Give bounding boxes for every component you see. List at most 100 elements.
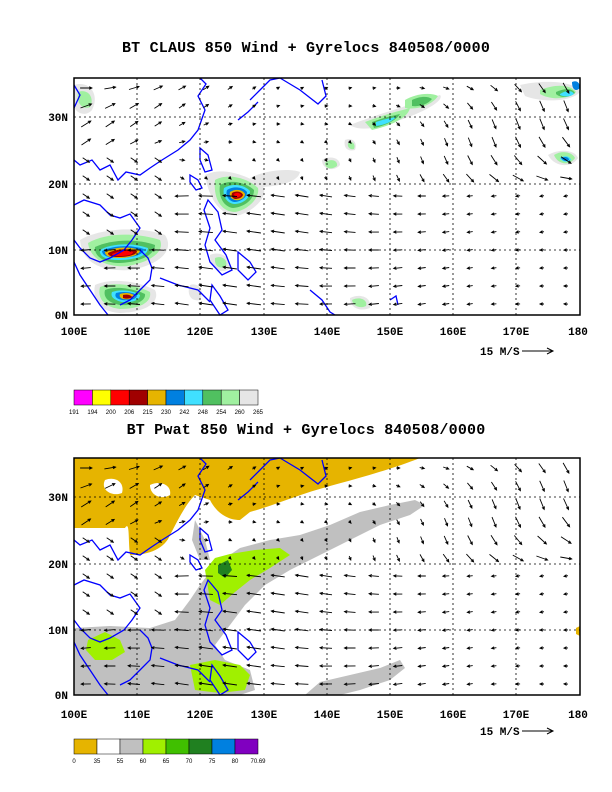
panel2-wind-arrow [228,538,233,542]
panel1-wind-arrow [130,175,139,181]
panel2-wind-arrow [104,483,116,489]
panel2-wind-arrow [490,682,497,686]
panel2-wind-arrow [246,681,261,686]
panel2-wind-arrow [441,682,450,686]
panel1-wind-arrow [514,248,521,252]
panel1-vector-scale-label: 15 M/S [480,347,520,359]
panel1-wind-arrow [246,229,261,234]
panel2-colorbar: 0 35 55 60 65 70 75 80 70.69 [72,738,266,765]
panel2-wind-arrow [174,663,189,668]
panel2-wind-arrow [106,591,115,597]
panel1-wind-arrow [368,194,379,198]
panel1-wind-arrow [392,212,403,216]
panel2-wind-arrow [372,502,377,506]
panel1-wind-arrow [539,100,545,113]
panel1-wind-arrow [466,212,473,216]
panel1-wind-arrow [348,104,353,108]
panel1-wind-arrow [203,103,210,108]
panel1-wind-arrow [392,284,403,288]
panel1-wind-arrow [491,101,498,111]
panel2-wind-arrow [343,573,356,578]
panel2-wind-arrow [514,646,521,650]
panel1-wind-arrow [441,194,450,198]
panel1-wind-arrow [514,230,521,234]
panel1-wind-arrow [129,120,139,127]
panel2-lat-label-10n: 10N [48,626,68,638]
panel2-wind-arrow [490,610,497,614]
panel1-wind-arrow [441,212,450,216]
panel1-wind-arrow [392,248,403,252]
panel2-wind-arrow [513,535,523,546]
panel1-wind-arrow [538,266,545,270]
panel2-wind-arrow [82,537,91,543]
panel1-wind-arrow [560,176,573,181]
panel1-wind-arrow [490,194,497,198]
panel1-wind-arrow [178,85,187,91]
panel1-wind-arrow [441,302,450,306]
panel2-wind-arrow [536,555,549,561]
panel1-wind-arrow [392,194,403,198]
panel2-wind-arrow [198,574,213,578]
panel2-wind-arrow [392,682,403,686]
panel2-wind-arrow [222,645,237,650]
panel1-wind-arrow [270,265,285,270]
panel2-coastlines [73,457,327,696]
panel1-vector-scale-arrow [522,347,555,355]
panel2-wind-arrow [443,535,449,546]
panel2-wind-arrow [514,682,521,686]
panel1-coastlines [73,77,399,316]
panel2-wind-arrow [490,464,499,472]
panel2-wind-arrow [396,466,401,470]
panel1-wind-arrow [343,193,356,198]
panel2-wind-arrow [443,500,449,509]
panel2-wind-arrow [127,646,140,650]
panel1-wind-arrow [154,140,163,144]
panel2-wind-arrow [441,610,450,614]
panel2-wind-arrow [562,646,569,650]
panel2-wind-arrow [82,591,91,597]
panel2-wind-arrow [368,592,379,596]
panel1-wind-arrow [222,247,237,252]
panel2-wind-arrow [82,573,91,579]
panel2-wind-arrow [246,645,261,650]
panel1-wind-arrow [490,212,497,216]
panel1-wind-arrow [515,136,521,149]
panel1-wind-arrow [104,85,117,90]
panel1-wind-arrow [372,175,376,182]
panel2-wind-arrow [491,481,498,491]
panel2-wind-arrow [318,646,333,650]
panel1-wind-arrow [562,230,569,234]
panel1-wind-arrow [441,248,450,252]
panel1-wind-arrow [538,212,545,216]
panel1-wind-arrow [198,301,213,306]
panel2-wind-arrow [514,592,521,596]
panel2-wind-arrow [417,664,426,668]
panel2-wind-arrow [222,663,237,668]
panel1-wind-arrow [343,211,356,216]
panel2-wind-arrow [441,592,450,596]
panel2-wind-arrow [538,610,545,614]
panel2-wind-arrow [80,483,93,489]
panel2-wind-arrow [419,501,425,508]
panel2-wind-arrow [324,484,329,488]
panel1-wind-arrow [324,158,328,163]
panel1-wind-arrow [294,229,309,234]
panel2-wind-arrow [514,463,523,473]
panel1-wind-arrow [276,176,280,181]
panel1-wind-arrow [343,302,356,306]
panel1-wind-arrow [204,176,209,180]
panel1-wind-arrow [417,230,426,234]
panel2-wind-arrow [198,663,213,668]
panel2-wind-arrow [103,664,116,668]
panel2-frame [73,457,581,696]
panel1-wind-arrow [246,193,261,198]
panel1-wind-arrow [105,120,116,128]
panel1-wind-arrow [417,266,426,270]
panel2-wind-arrow [490,664,497,668]
panel1-wind-arrow [343,230,356,234]
panel1-wind-arrow [368,230,379,234]
panel2-wind-arrow [227,465,234,470]
panel1-wind-arrow [512,174,525,182]
panel2-wind-arrow [466,664,473,668]
